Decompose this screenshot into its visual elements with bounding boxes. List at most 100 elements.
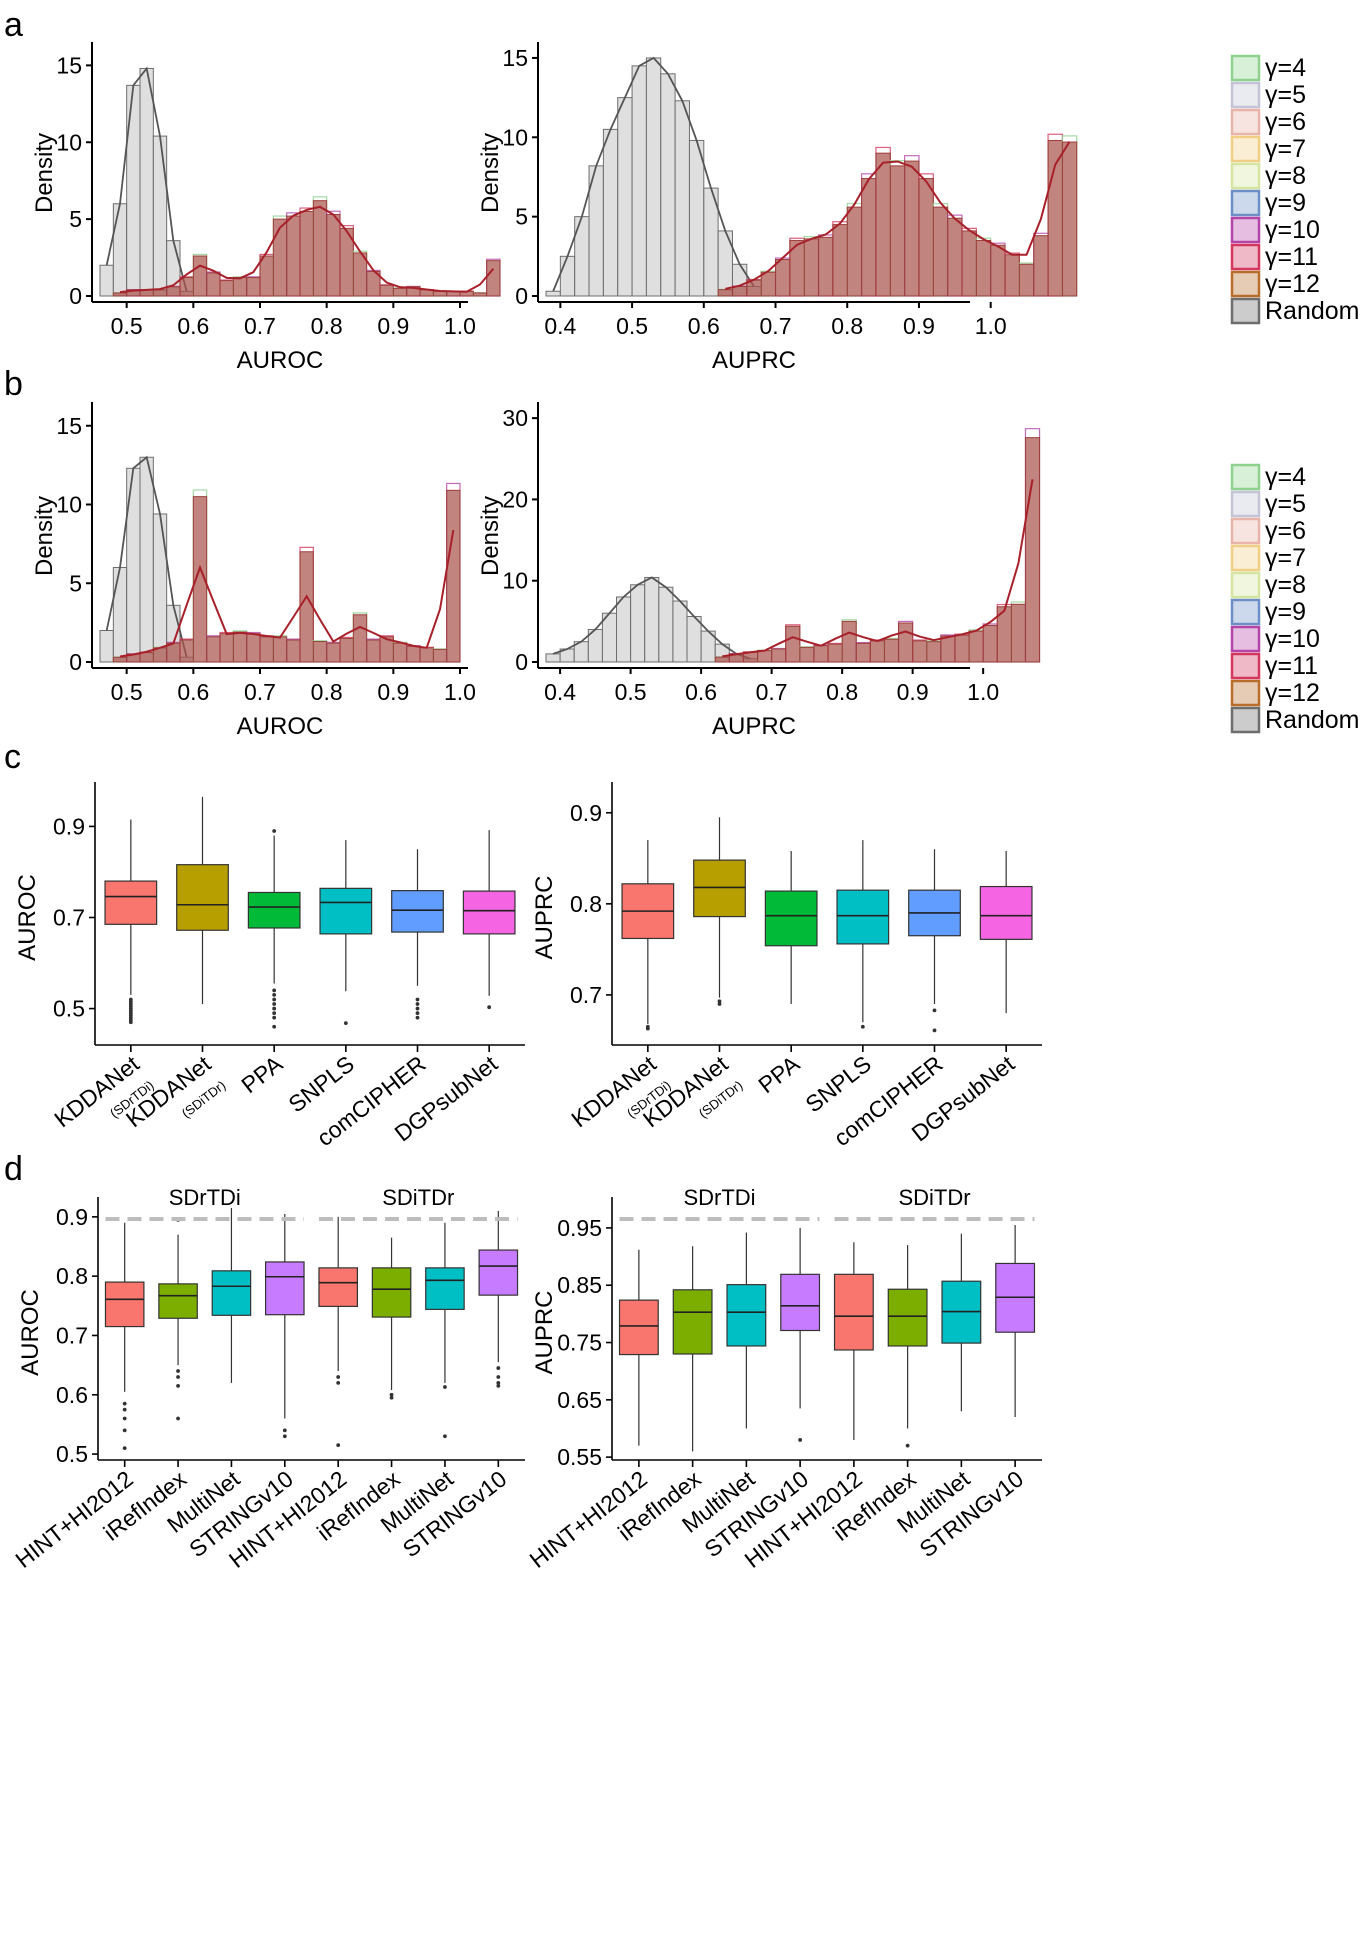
x-tick-label: PPA [236,1050,287,1098]
gamma-density-curve [119,205,495,294]
box-outlier [717,1002,722,1006]
gamma-bar [982,624,998,663]
gamma-bar [299,551,314,663]
box-outlier [798,1438,803,1442]
box-body [371,1267,412,1318]
box-body [478,1249,519,1296]
gamma-bar [179,639,194,663]
box-body [104,880,158,925]
box-outlier [128,997,133,1002]
box-outlier [272,997,277,1002]
x-tick-label: 0.5 [111,679,143,705]
gamma-bar [219,280,234,297]
legend-label: γ=4 [1265,463,1306,491]
chart-b-left: 0 5 10 15 0.5 0.6 0.7 0.8 0.9 1.0 AUROC Density [31,402,476,740]
box-outlier [272,1011,277,1016]
gamma-density-curve [725,141,1071,290]
legend-swatch [1230,706,1261,734]
y-tick-label: 0 [69,283,82,309]
box-outlier [176,1369,180,1373]
legend-label: γ=6 [1265,108,1306,136]
legend-swatch [1230,571,1261,599]
legend-swatch [1230,490,1261,518]
random-bar [644,576,660,663]
gamma-bar [904,160,920,297]
x-tick-label: 0.5 [111,313,143,339]
legend-swatch [1230,598,1261,626]
box-body [462,890,516,935]
gamma-bar [152,289,168,297]
box-outlier [415,997,420,1002]
legend-label: γ=5 [1265,490,1306,518]
gamma-bar [875,152,891,297]
gamma-bar [898,622,914,663]
gamma-bar [841,620,857,663]
legend-swatch [1230,81,1261,109]
box-outlier [176,1383,180,1388]
y-tick-label: 5 [515,204,528,230]
gamma-bar [179,277,194,297]
gamma-bar [827,643,843,663]
gamma-bar [1010,603,1026,663]
gamma-bar [775,258,791,297]
gamma-bar [246,277,261,297]
group-label: SDrTDi [683,1185,755,1210]
group-label: SDrTDi [169,1185,241,1210]
y-tick-label: 30 [502,405,528,431]
box-outlier [282,1428,287,1433]
box-outlier [272,1006,277,1011]
chart-c-right: 0.70.80.9AUPRCKDDANet(SDrTDi)KDDANet(SDi… [531,782,1042,1151]
y-tick-label: 10 [56,129,82,155]
box-outlier [496,1366,501,1370]
legend-label: γ=5 [1265,81,1306,109]
x-tick-label: 0.9 [377,313,409,339]
x-tick-label: 0.5 [615,679,647,705]
legend-swatch [1230,517,1261,545]
legend-swatch [1230,189,1261,217]
panel-label-b: b [4,365,23,403]
x-tick-label: 0.7 [244,679,276,705]
box-outlier [496,1383,501,1388]
box-outlier [272,988,277,993]
random-bar [658,586,674,663]
box-body [104,1281,145,1328]
legend-swatch [1230,679,1261,707]
x-tick-label: 0.6 [688,313,720,339]
gamma-bar [803,238,820,297]
gamma-bar [312,641,328,663]
legend-swatch [1230,463,1261,491]
gamma-bar [861,178,877,297]
x-tick-label: 0.9 [903,313,935,339]
random-bar [99,264,114,297]
gamma-bar [1024,437,1041,663]
box-body [618,1299,659,1356]
x-tick-label: 0.6 [177,679,209,705]
y-tick-label: 0.65 [557,1387,602,1413]
gamma-bar [714,656,730,663]
box-body [425,1267,465,1310]
gamma-bar [961,230,977,297]
gamma-bar [1018,263,1035,297]
y-tick-label: 0.55 [557,1444,602,1470]
box-outlier [443,1434,447,1439]
y-axis-title: Density [477,133,504,213]
legend-label: γ=9 [1265,189,1306,217]
random-bar [674,100,690,297]
box-outlier [176,1416,180,1421]
gamma-bar [272,636,288,663]
gamma-bar [326,642,341,663]
gamma-bar [206,272,221,297]
legend-swatch [1230,135,1261,163]
box-body [726,1284,767,1347]
y-tick-label: 0.85 [557,1272,602,1298]
legends-layer: γ=4γ=5γ=6γ=7γ=8γ=9γ=10γ=11γ=12Randomγ=4γ… [1230,54,1360,734]
gamma-bar [419,647,434,663]
gamma-bar [954,634,970,663]
gamma-bar [932,206,949,297]
gamma-bar [246,633,261,663]
box-outlier [122,1401,127,1406]
y-tick-label: 0.9 [53,813,85,839]
